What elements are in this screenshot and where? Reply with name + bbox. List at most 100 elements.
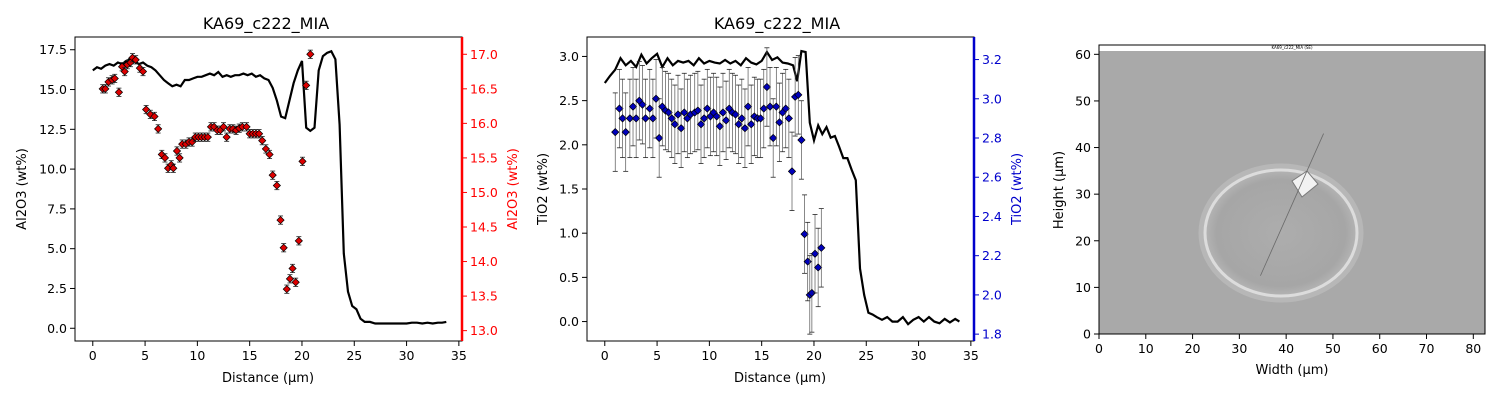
x-tick-label: 70 [1419, 341, 1435, 356]
diamond-marker [781, 104, 790, 113]
y2-tick-label: 15.0 [470, 185, 498, 200]
data-point [288, 263, 297, 274]
diamond-marker [775, 118, 784, 127]
diamond-marker [734, 120, 743, 129]
diamond-marker [718, 108, 728, 117]
data-point [175, 153, 184, 163]
diamond-marker [700, 114, 709, 123]
data-point [632, 78, 641, 159]
diamond-marker [142, 105, 151, 114]
sem-image: KA69_c222_MIA (SE) [1099, 45, 1485, 334]
sem-top-band [1099, 45, 1485, 51]
data-point [784, 78, 793, 159]
diamond-marker [787, 167, 797, 176]
x-tick-label: 30 [911, 348, 927, 363]
tio2-profile-chart: KA69_c222_MIA 0 5 10 15 20 25 30 35 0.0 0.5 1.0 1.… [536, 14, 1025, 386]
diamond-marker [268, 171, 277, 180]
data-point [101, 84, 110, 94]
x-tick-label: 30 [1231, 341, 1247, 356]
y2-tick-label: 16.5 [470, 81, 498, 96]
x-tick-label: 15 [754, 348, 770, 363]
diamond-marker [618, 114, 627, 123]
data-point [272, 180, 281, 191]
y-tick-label: 0.5 [559, 270, 579, 285]
y-tick-label: 20 [1075, 233, 1091, 248]
diamond-marker [160, 153, 170, 163]
diamond-marker [814, 263, 823, 272]
y2-tick-label: 13.0 [470, 323, 498, 338]
y-tick-label: 60 [1075, 47, 1091, 62]
chart-title-2: KA69_c222_MIA [714, 14, 840, 34]
data-point [762, 47, 771, 127]
diamond-marker [294, 236, 303, 245]
diamond-marker [664, 108, 673, 117]
diamond-marker [625, 114, 634, 123]
diamond-marker [242, 122, 251, 131]
data-point [222, 132, 231, 142]
data-point [628, 67, 638, 147]
y-tick-label: 30 [1075, 187, 1091, 202]
diamond-marker [291, 278, 300, 287]
x-tick-label: 0 [1095, 341, 1103, 356]
diamond-marker [632, 114, 641, 123]
data-point [667, 78, 676, 159]
y-tick-label: 10 [1075, 280, 1091, 295]
y-tick-label: 7.5 [47, 201, 67, 216]
data-point [110, 73, 119, 83]
x-tick-label: 10 [189, 348, 205, 363]
x-tick-label: 0 [89, 348, 97, 363]
x-tick-label: 80 [1465, 341, 1481, 356]
y-tick-label: 2.5 [47, 281, 67, 296]
y2-ticks-1: 13.0 13.5 14.0 14.5 15.0 15.5 16.0 16.5 17.0 [462, 47, 498, 338]
tio2-line-layer [603, 49, 960, 326]
diamond-marker [670, 120, 679, 129]
x-axis-label-1: Distance (µm) [222, 371, 314, 386]
data-point [265, 149, 274, 160]
data-point [651, 59, 661, 139]
y-tick-label: 50 [1075, 93, 1091, 108]
data-point [635, 61, 644, 141]
diamond-marker [265, 150, 274, 159]
data-point [743, 67, 753, 147]
x-tick-label: 40 [1278, 341, 1294, 356]
data-point [131, 55, 140, 65]
y-tick-label: 0.0 [559, 314, 579, 329]
data-point [715, 86, 724, 166]
data-point [807, 253, 816, 333]
profile-line [1260, 133, 1324, 276]
y-axis-label-1: Al2O3 (wt%) [15, 148, 30, 230]
diamond-marker [759, 104, 768, 113]
y-ticks-2: 0.0 0.5 1.0 1.5 2.0 2.5 3.0 [559, 49, 587, 329]
data-point [238, 122, 247, 132]
data-point [740, 88, 750, 168]
diamond-marker [254, 129, 264, 138]
x-tick-label: 30 [399, 348, 415, 363]
diamond-marker [747, 120, 756, 129]
data-point [298, 156, 307, 166]
y2-axis-label-2: TiO2 (wt%) [1010, 153, 1025, 226]
diamond-marker [765, 102, 775, 111]
data-point [261, 144, 270, 154]
diamond-marker [645, 104, 654, 113]
x-tick-label: 60 [1372, 341, 1388, 356]
y-tick-label: 2.5 [559, 93, 579, 108]
diamond-marker [794, 90, 803, 99]
diamond-marker [667, 114, 676, 123]
diamond-marker [737, 114, 746, 123]
diamond-marker [150, 112, 159, 121]
diamond-marker [762, 82, 771, 92]
data-point [712, 76, 721, 157]
x-tick-label: 10 [1138, 341, 1154, 356]
y-tick-label: 0.0 [47, 321, 67, 336]
data-point [810, 214, 820, 294]
x-tick-label: 5 [141, 348, 149, 363]
diamond-marker [740, 124, 750, 133]
y2-tick-label: 15.5 [470, 150, 498, 165]
data-point [655, 98, 664, 178]
data-point [718, 72, 728, 153]
data-point [282, 284, 291, 294]
y-tick-label: 40 [1075, 140, 1091, 155]
diamond-marker [611, 128, 620, 137]
data-point [645, 68, 654, 149]
data-point [294, 236, 303, 246]
